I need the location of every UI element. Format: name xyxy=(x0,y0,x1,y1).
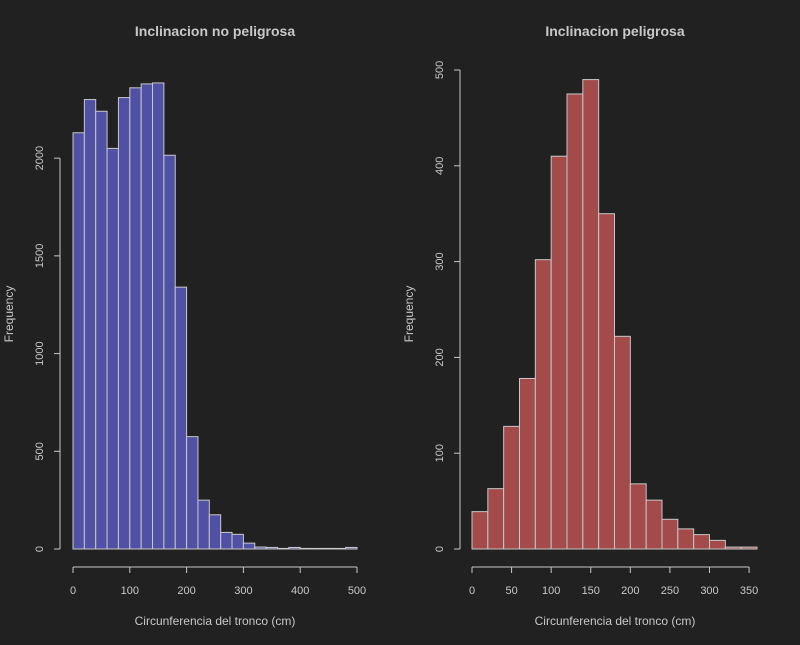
y-tick-label: 300 xyxy=(434,252,446,270)
x-tick-label: 100 xyxy=(542,585,560,597)
x-tick-label: 300 xyxy=(234,585,252,597)
y-axis: 0 500 1000 1500 2000 xyxy=(34,146,61,552)
y-axis: 0 100 200 300 400 500 xyxy=(434,61,461,552)
histogram-bar xyxy=(740,546,758,550)
histogram-bar xyxy=(311,547,324,550)
histogram-bar xyxy=(582,79,600,550)
chart-title: Inclinacion peligrosa xyxy=(545,23,684,39)
histogram-peligrosa: Inclinacion peligrosa Circunferencia del… xyxy=(402,23,758,628)
x-tick-label: 500 xyxy=(348,585,366,597)
histogram-bar xyxy=(471,511,489,550)
x-axis-label: Circunferencia del tronco (cm) xyxy=(535,614,696,628)
x-tick-label: 400 xyxy=(291,585,309,597)
bars xyxy=(471,79,758,550)
y-tick-label: 0 xyxy=(34,546,46,552)
histogram-bar xyxy=(197,499,210,550)
y-tick-label: 1500 xyxy=(34,244,46,268)
x-axis-label: Circunferencia del tronco (cm) xyxy=(135,614,296,628)
histogram-bar xyxy=(83,99,97,550)
histogram-bar xyxy=(140,83,154,550)
histogram-bar xyxy=(117,97,131,550)
histogram-bar xyxy=(186,436,199,550)
x-tick-label: 200 xyxy=(177,585,195,597)
histogram-no-peligrosa: Inclinacion no peligrosa Circunferencia … xyxy=(2,23,366,628)
x-tick-label: 300 xyxy=(700,585,718,597)
histogram-bar xyxy=(598,213,616,550)
histogram-bar xyxy=(519,377,536,550)
bars xyxy=(72,82,358,550)
y-tick-label: 1000 xyxy=(34,341,46,365)
y-axis-label: Frequency xyxy=(2,286,16,343)
histogram-bar xyxy=(345,546,358,550)
histogram-bar xyxy=(534,259,552,550)
histogram-bar xyxy=(129,87,142,550)
histogram-bar xyxy=(645,499,663,550)
histogram-bar xyxy=(693,534,711,550)
y-tick-label: 500 xyxy=(34,442,46,460)
y-axis-label: Frequency xyxy=(402,286,416,343)
histogram-bar xyxy=(163,154,176,550)
y-tick-label: 500 xyxy=(434,61,446,79)
y-tick-label: 100 xyxy=(434,444,446,462)
x-tick-label: 0 xyxy=(469,585,475,597)
x-tick-label: 200 xyxy=(621,585,639,597)
histogram-bar xyxy=(220,531,233,550)
histogram-bar xyxy=(503,425,520,550)
histogram-bar xyxy=(174,286,188,550)
x-tick-label: 100 xyxy=(121,585,139,597)
histogram-bar xyxy=(550,155,568,550)
histogram-bar xyxy=(566,93,584,550)
histogram-bar xyxy=(72,132,85,550)
histogram-bar xyxy=(242,542,256,550)
histogram-bar xyxy=(629,483,647,550)
histogram-bar xyxy=(724,546,742,550)
x-axis: 0 100 200 300 400 500 xyxy=(70,566,366,597)
x-tick-label: 50 xyxy=(505,585,517,597)
histogram-bar xyxy=(152,82,165,550)
chart-title: Inclinacion no peligrosa xyxy=(135,23,295,39)
histogram-bar xyxy=(299,547,313,550)
histogram-bar xyxy=(322,547,335,550)
x-tick-label: 150 xyxy=(582,585,600,597)
y-tick-label: 0 xyxy=(434,546,446,552)
histogram-bar xyxy=(333,547,347,550)
histogram-bar xyxy=(614,335,631,550)
y-tick-label: 400 xyxy=(434,157,446,175)
histogram-bar xyxy=(95,110,108,550)
histogram-bar xyxy=(487,488,505,550)
x-axis: 0 50 100 150 200 250 300 350 xyxy=(469,566,758,597)
x-tick-label: 350 xyxy=(740,585,758,597)
histogram-bar xyxy=(288,546,301,550)
x-tick-label: 0 xyxy=(70,585,76,597)
histogram-bar xyxy=(661,518,679,550)
histogram-bar xyxy=(709,539,726,550)
histogram-bar xyxy=(106,147,119,550)
histogram-bar xyxy=(231,533,244,550)
y-tick-label: 200 xyxy=(434,348,446,366)
histogram-bar xyxy=(276,547,290,550)
histogram-bar xyxy=(677,528,695,550)
x-tick-label: 250 xyxy=(661,585,679,597)
y-tick-label: 2000 xyxy=(34,146,46,170)
histogram-bar xyxy=(208,514,222,550)
histogram-bar xyxy=(254,546,267,550)
histogram-bar xyxy=(265,546,278,550)
